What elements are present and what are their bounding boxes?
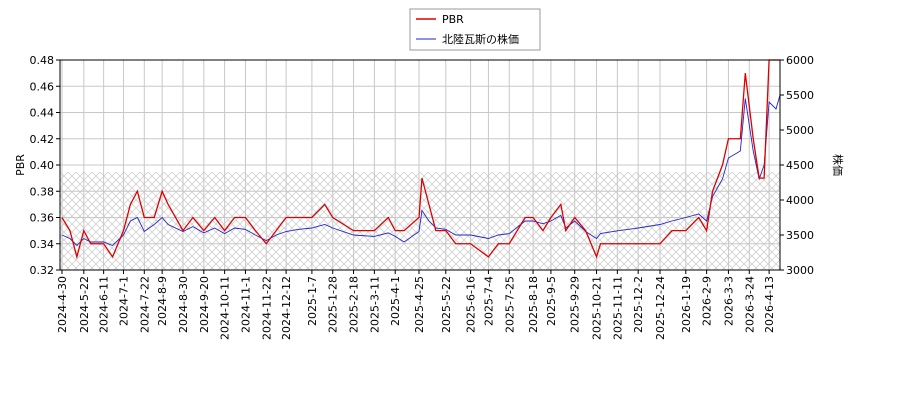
x-tick-label: 2024-5-22: [78, 276, 91, 333]
y-tick-label: 0.32: [30, 264, 55, 277]
x-tick-label: 2025-11-11: [611, 276, 624, 340]
x-tick-label: 2025-3-11: [368, 276, 381, 333]
x-tick-label: 2025-9-5: [545, 276, 558, 326]
y-tick-label: 0.38: [30, 185, 55, 198]
x-tick-label: 2025-6-16: [465, 276, 478, 333]
x-tick-label: 2025-1-7: [306, 276, 319, 326]
y-tick-label: 0.46: [30, 80, 55, 93]
y-tick-label: 0.48: [30, 54, 55, 67]
y-axis-label: PBR: [14, 154, 27, 176]
x-tick-label: 2024-6-11: [98, 276, 111, 333]
x-tick-label: 2026-2-9: [701, 276, 714, 326]
y2-tick-label: 4000: [786, 194, 814, 207]
y2-tick-label: 3500: [786, 229, 814, 242]
y2-tick-label: 3000: [786, 264, 814, 277]
lines: [61, 59, 781, 260]
x-tick-label: 2025-2-18: [348, 276, 361, 333]
series-line: [61, 94, 781, 247]
grid: [60, 59, 780, 271]
x-tick-label: 2024-10-11: [219, 276, 232, 340]
x-tick-label: 2026-3-3: [722, 276, 735, 326]
x-tick-label: 2025-4-1: [389, 276, 402, 326]
x-tick-label: 2024-11-1: [239, 276, 252, 333]
x-tick-label: 2024-11-22: [260, 276, 273, 340]
y2-tick-label: 5500: [786, 89, 814, 102]
x-tick-label: 2025-9-29: [569, 276, 582, 333]
x-tick-label: 2024-7-22: [138, 276, 151, 333]
y-tick-label: 0.36: [30, 212, 55, 225]
y-tick-label: 0.44: [30, 107, 55, 120]
y-tick-label: 0.34: [30, 238, 55, 251]
y2-tick-label: 4500: [786, 159, 814, 172]
x-tick-label: 2025-10-21: [591, 276, 604, 340]
x-tick-label: 2024-8-30: [177, 276, 190, 333]
y2-tick-label: 6000: [786, 54, 814, 67]
x-tick-label: 2025-12-2: [632, 276, 645, 333]
x-tick-label: 2026-1-19: [680, 276, 693, 333]
legend-box: [409, 8, 541, 51]
x-tick-label: 2025-4-25: [413, 276, 426, 333]
x-tick-label: 2025-5-22: [440, 276, 453, 333]
series-line: [61, 59, 780, 260]
x-tick-label: 2026-4-13: [763, 276, 776, 333]
x-tick-label: 2025-7-25: [503, 276, 516, 333]
x-tick-label: 2024-8-9: [156, 276, 169, 326]
y2-tick-label: 5000: [786, 124, 814, 137]
y2-axis-label: 株価: [831, 154, 845, 176]
y-tick-label: 0.42: [30, 133, 55, 146]
x-tick-label: 2024-12-12: [280, 276, 293, 340]
x-tick-label: 2025-7-4: [482, 276, 495, 326]
legend-label: PBR: [442, 13, 464, 26]
legend: PBR 北陸瓦斯の株価: [409, 8, 541, 51]
x-tick-label: 2025-12-24: [654, 276, 667, 340]
y-tick-label: 0.40: [30, 159, 55, 172]
x-tick-label: 2024-9-20: [198, 276, 211, 333]
x-tick-label: 2024-4-30: [56, 276, 69, 333]
legend-label: 北陸瓦斯の株価: [442, 32, 519, 46]
x-tick-label: 2025-8-18: [527, 276, 540, 333]
x-tick-label: 2026-3-24: [743, 276, 756, 333]
x-tick-label: 2025-1-28: [327, 276, 340, 333]
x-tick-label: 2024-7-1: [117, 276, 130, 326]
